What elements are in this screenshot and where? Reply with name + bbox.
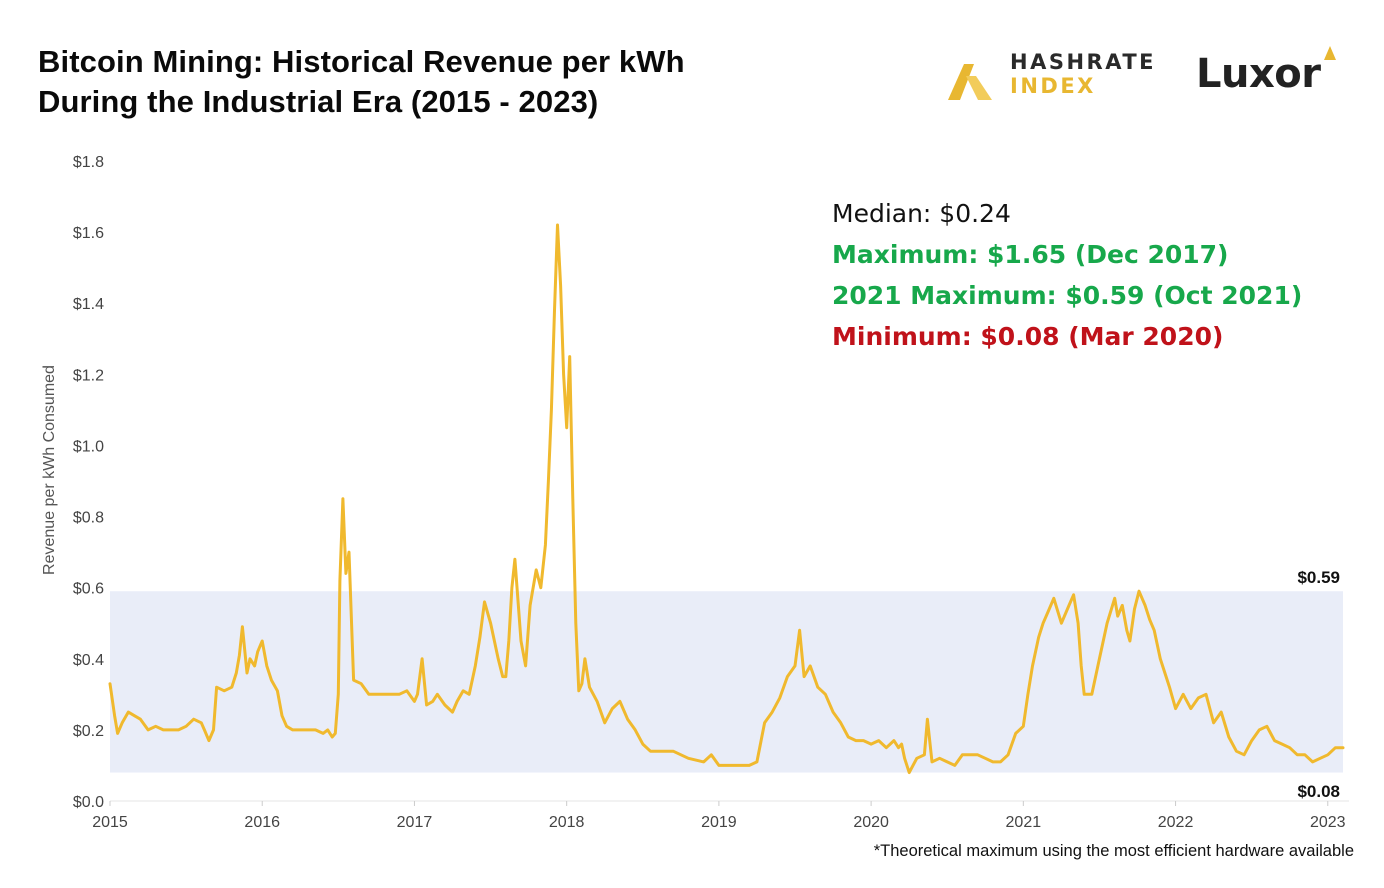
y-tick-label: $1.8 (73, 154, 104, 171)
y-tick-label: $0.2 (73, 723, 104, 740)
y-axis-label: Revenue per kWh Consumed (41, 365, 58, 575)
stats-annotation: Median: $0.24 Maximum: $1.65 (Dec 2017) … (832, 199, 1302, 351)
x-axis-ticks: 2015 2016 2017 2018 2019 2020 2021 2022 2023 (92, 801, 1346, 831)
x-tick-label: 2018 (549, 814, 585, 831)
y-axis-ticks: $0.0 $0.2 $0.4 $0.6 $0.8 $1.0 $1.2 $1.4 $1.6 $1.8 (73, 154, 104, 811)
hashrate-index-logo: HASHRATE INDEX (946, 50, 1156, 102)
x-tick-label: 2023 (1310, 814, 1346, 831)
y-tick-label: $1.0 (73, 438, 104, 455)
y-tick-label: $0.0 (73, 794, 104, 811)
y-tick-label: $1.4 (73, 296, 104, 313)
page-title: Bitcoin Mining: Historical Revenue per k… (38, 42, 685, 122)
y-tick-label: $1.6 (73, 225, 104, 242)
x-tick-label: 2015 (92, 814, 128, 831)
stat-minimum: Minimum: $0.08 (Mar 2020) (832, 322, 1223, 351)
band-high-label: $0.59 (1297, 568, 1340, 587)
index-wordmark: INDEX (1010, 74, 1096, 98)
hashrate-wordmark: HASHRATE (1010, 50, 1156, 74)
x-tick-label: 2019 (701, 814, 737, 831)
range-band (110, 591, 1343, 773)
x-tick-label: 2016 (244, 814, 280, 831)
x-tick-label: 2017 (397, 814, 433, 831)
x-tick-label: 2022 (1158, 814, 1194, 831)
y-tick-label: $1.2 (73, 367, 104, 384)
x-tick-label: 2020 (853, 814, 889, 831)
footnote: *Theoretical maximum using the most effi… (873, 842, 1354, 860)
x-tick-label: 2021 (1006, 814, 1042, 831)
stat-2021-maximum: 2021 Maximum: $0.59 (Oct 2021) (832, 281, 1302, 310)
luxor-mark-icon (1324, 46, 1336, 60)
stat-median: Median: $0.24 (832, 199, 1011, 228)
title-line-1: Bitcoin Mining: Historical Revenue per k… (38, 44, 685, 79)
luxor-logo: Luxor (1196, 46, 1346, 100)
luxor-wordmark: Luxor (1196, 51, 1321, 97)
band-low-label: $0.08 (1297, 782, 1340, 801)
y-tick-label: $0.4 (73, 652, 104, 669)
y-tick-label: $0.6 (73, 581, 104, 598)
revenue-series-line (108, 223, 1345, 775)
hashrate-index-logo-icon (948, 64, 992, 100)
title-line-2: During the Industrial Era (2015 - 2023) (38, 84, 599, 119)
y-tick-label: $0.8 (73, 510, 104, 527)
stat-maximum: Maximum: $1.65 (Dec 2017) (832, 240, 1228, 269)
